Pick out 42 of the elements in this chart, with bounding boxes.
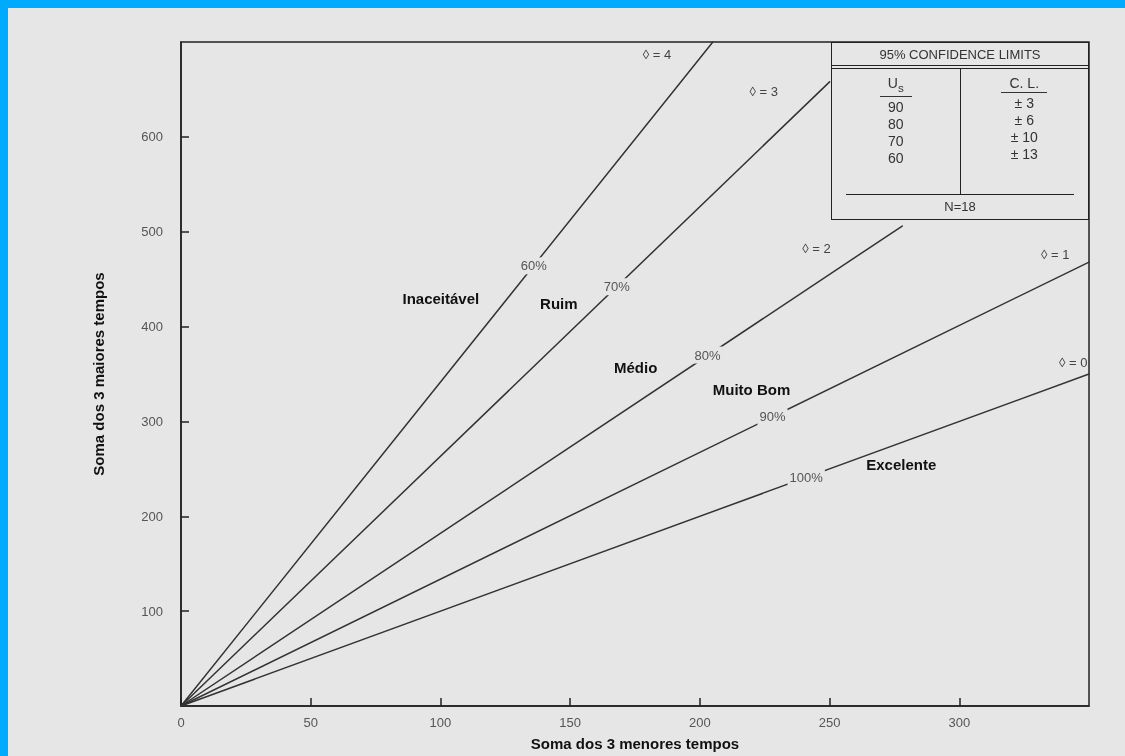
series-label: ◊ = 1 [1041, 246, 1070, 262]
annotation: U$_{s}$ [879, 75, 912, 97]
annotation: 90% [759, 409, 786, 425]
annotation: Inaceitável [402, 290, 480, 308]
y-tick-label: 300 [141, 413, 163, 429]
x-tick-label: 100 [429, 715, 452, 730]
annotation: Muito Bom [712, 381, 791, 399]
x-tick-label: 250 [818, 715, 841, 730]
x-tick-label: 200 [689, 715, 711, 730]
x-axis-title: Soma dos 3 menores tempos [530, 735, 740, 752]
annotation: 80 [886, 115, 905, 133]
annotation: Excelente [866, 455, 937, 473]
annotation: 70% [603, 279, 631, 295]
series-label: ◊ = 4 [642, 46, 672, 62]
annotation: 90 [886, 98, 905, 116]
annotation: 60 [886, 149, 905, 167]
annotation: 100% [789, 469, 824, 485]
y-tick-label: 400 [141, 319, 163, 335]
annotation: 80% [694, 347, 722, 363]
annotation: ± 6 [1013, 112, 1035, 129]
annotation: N=18 [846, 194, 1074, 219]
series-label: ◊ = 0 [1059, 354, 1088, 370]
annotation: 95% CONFIDENCE LIMITS [832, 43, 1088, 69]
y-tick-label: 100 [141, 603, 163, 619]
annotation: 70 [886, 132, 905, 150]
y-tick-label: 200 [141, 508, 163, 524]
annotation: ± 3 [1013, 95, 1035, 112]
x-tick-label: 300 [948, 715, 971, 730]
series-label: ◊ = 3 [749, 84, 779, 100]
annotation: C. L. [1001, 75, 1048, 93]
y-tick-label: 600 [141, 129, 163, 145]
y-axis-title: Soma dos 3 maiores tempos [90, 272, 107, 476]
annotation: Ruim [540, 295, 578, 313]
series-label: ◊ = 2 [802, 240, 831, 256]
x-tick-label: 0 [177, 715, 185, 730]
x-tick-label: 50 [303, 715, 318, 730]
annotation: 60% [520, 258, 548, 274]
annotation: ± 10 [1009, 129, 1039, 146]
y-tick-label: 500 [141, 224, 163, 240]
x-tick-label: 150 [559, 715, 581, 730]
annotation: Médio [613, 358, 658, 376]
annotation: ± 13 [1009, 146, 1039, 163]
